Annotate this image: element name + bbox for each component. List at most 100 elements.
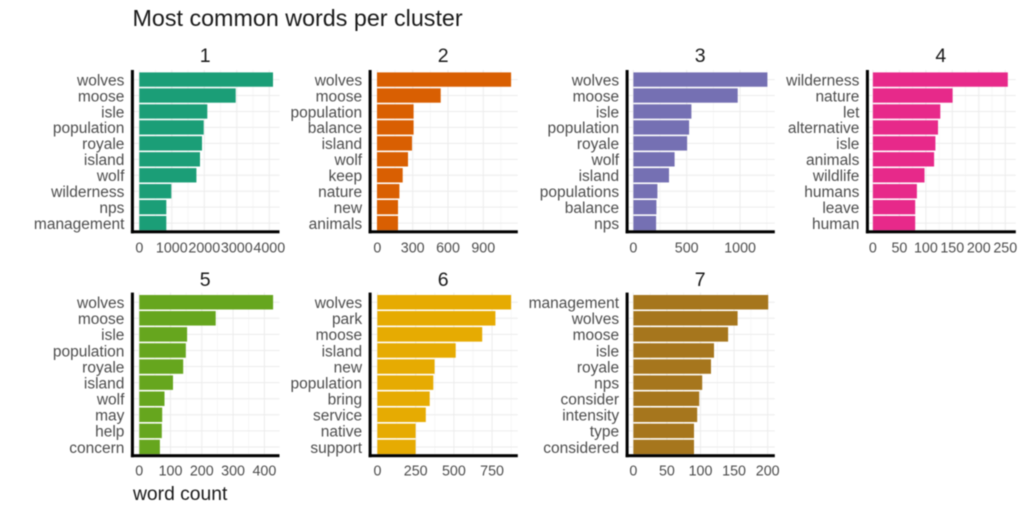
svg-text:population: population: [548, 120, 620, 137]
svg-text:1000: 1000: [156, 240, 188, 256]
svg-text:100: 100: [159, 464, 183, 480]
svg-text:leave: leave: [822, 200, 859, 217]
svg-text:bring: bring: [328, 392, 362, 409]
svg-text:humans: humans: [804, 184, 859, 201]
svg-text:900: 900: [471, 240, 495, 256]
svg-text:island: island: [579, 168, 620, 185]
svg-text:6: 6: [438, 269, 449, 291]
svg-text:word count: word count: [132, 484, 228, 505]
svg-text:100: 100: [689, 464, 713, 480]
svg-text:wolves: wolves: [314, 295, 363, 312]
svg-text:new: new: [334, 359, 363, 376]
svg-text:wilderness: wilderness: [50, 184, 124, 201]
svg-text:populations: populations: [540, 184, 620, 201]
svg-text:0: 0: [629, 464, 637, 480]
svg-text:new: new: [334, 200, 363, 217]
svg-text:7: 7: [695, 269, 706, 291]
svg-text:help: help: [95, 424, 124, 441]
svg-text:concern: concern: [69, 440, 124, 457]
svg-text:considered: considered: [543, 440, 619, 457]
svg-text:island: island: [322, 343, 363, 360]
svg-text:intensity: intensity: [562, 408, 619, 425]
svg-text:2000: 2000: [188, 240, 220, 256]
svg-text:0: 0: [135, 464, 143, 480]
svg-text:animals: animals: [309, 216, 363, 233]
svg-text:moose: moose: [573, 88, 620, 105]
svg-text:nature: nature: [815, 88, 859, 105]
svg-text:0: 0: [373, 240, 381, 256]
svg-text:service: service: [313, 408, 362, 425]
svg-text:population: population: [53, 120, 125, 137]
svg-text:wilderness: wilderness: [785, 72, 859, 89]
svg-text:consider: consider: [561, 392, 620, 409]
svg-text:600: 600: [436, 240, 460, 256]
svg-text:250: 250: [404, 464, 428, 480]
svg-text:4000: 4000: [253, 240, 285, 256]
svg-text:300: 300: [401, 240, 425, 256]
svg-text:400: 400: [252, 464, 276, 480]
svg-text:island: island: [322, 136, 363, 153]
svg-text:4: 4: [935, 45, 946, 67]
svg-text:alternative: alternative: [788, 120, 860, 137]
svg-text:200: 200: [967, 240, 991, 256]
svg-text:isle: isle: [101, 104, 124, 121]
svg-text:2: 2: [438, 45, 449, 67]
svg-text:moose: moose: [78, 88, 125, 105]
svg-text:nps: nps: [594, 216, 619, 233]
svg-text:royale: royale: [577, 136, 619, 153]
svg-text:200: 200: [190, 464, 214, 480]
svg-text:wolves: wolves: [571, 72, 620, 89]
svg-text:population: population: [291, 104, 363, 121]
svg-text:balance: balance: [308, 120, 362, 137]
svg-text:park: park: [332, 311, 362, 328]
svg-text:island: island: [84, 152, 125, 169]
svg-text:50: 50: [891, 240, 907, 256]
svg-text:250: 250: [993, 240, 1017, 256]
svg-text:500: 500: [442, 464, 466, 480]
svg-text:3: 3: [695, 45, 706, 67]
svg-text:200: 200: [756, 464, 780, 480]
svg-text:150: 150: [722, 464, 746, 480]
svg-text:0: 0: [135, 240, 143, 256]
svg-text:nps: nps: [594, 375, 619, 392]
svg-text:wolf: wolf: [591, 152, 620, 169]
svg-text:wolf: wolf: [96, 392, 125, 409]
svg-text:moose: moose: [316, 327, 363, 344]
svg-text:animals: animals: [806, 152, 860, 169]
svg-text:royale: royale: [577, 359, 619, 376]
svg-text:population: population: [53, 343, 125, 360]
svg-text:750: 750: [480, 464, 504, 480]
svg-text:50: 50: [659, 464, 675, 480]
svg-text:let: let: [843, 104, 860, 121]
svg-text:100: 100: [914, 240, 938, 256]
svg-text:keep: keep: [328, 168, 362, 185]
svg-text:1: 1: [200, 45, 211, 67]
svg-text:isle: isle: [101, 327, 124, 344]
svg-text:0: 0: [869, 240, 877, 256]
svg-text:wildlife: wildlife: [812, 168, 860, 185]
svg-text:0: 0: [374, 464, 382, 480]
svg-text:150: 150: [940, 240, 964, 256]
svg-text:type: type: [590, 424, 619, 441]
svg-text:1000: 1000: [724, 240, 756, 256]
svg-text:royale: royale: [82, 136, 124, 153]
svg-text:5: 5: [200, 269, 211, 291]
svg-text:management: management: [529, 295, 620, 312]
svg-text:human: human: [812, 216, 859, 233]
svg-text:may: may: [95, 408, 125, 425]
svg-text:moose: moose: [78, 311, 125, 328]
svg-text:wolves: wolves: [76, 72, 125, 89]
svg-text:moose: moose: [573, 327, 620, 344]
svg-text:wolves: wolves: [76, 295, 125, 312]
svg-text:support: support: [310, 440, 362, 457]
svg-text:nps: nps: [99, 200, 124, 217]
svg-text:isle: isle: [596, 343, 619, 360]
svg-text:0: 0: [629, 240, 637, 256]
svg-text:island: island: [84, 375, 125, 392]
svg-text:3000: 3000: [221, 240, 253, 256]
svg-text:300: 300: [221, 464, 245, 480]
svg-text:wolves: wolves: [314, 72, 363, 89]
svg-text:balance: balance: [565, 200, 619, 217]
svg-text:native: native: [321, 424, 362, 441]
svg-text:royale: royale: [82, 359, 124, 376]
